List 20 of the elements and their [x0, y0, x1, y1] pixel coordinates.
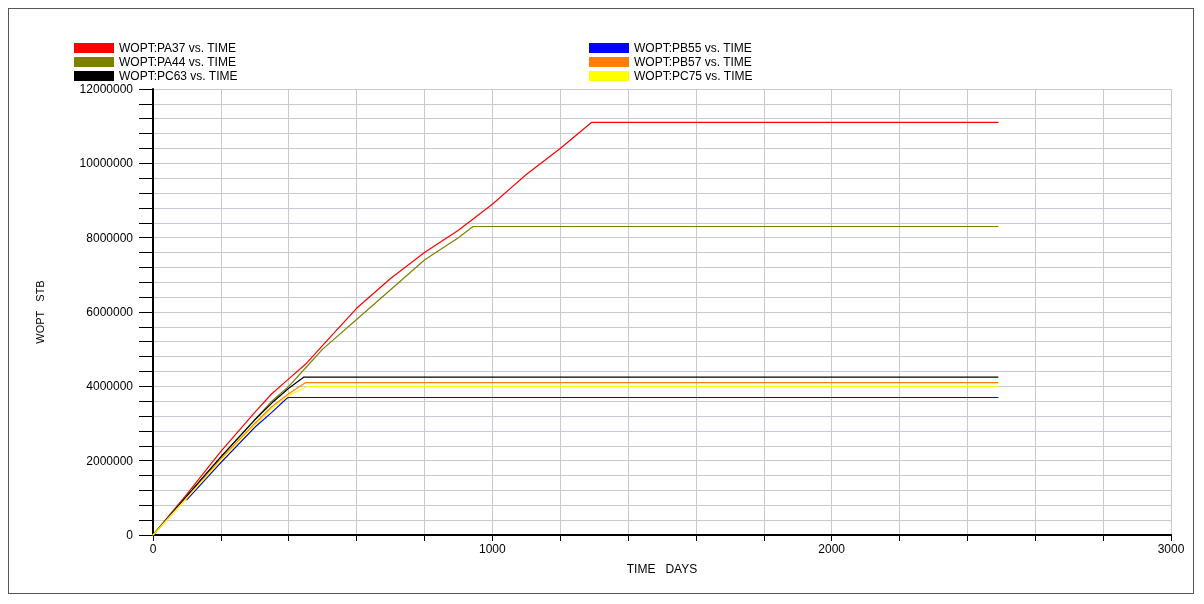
line-series: [186, 396, 999, 501]
legend-label: WOPT:PC63 vs. TIME: [119, 69, 238, 83]
y-tick-label: 8000000: [86, 230, 134, 245]
x-tick-label: 2000: [818, 542, 846, 556]
y-tick-label: 12000000: [79, 82, 134, 96]
x-axis-title: TIME DAYS: [626, 562, 698, 576]
y-tick-label: 0: [126, 528, 134, 542]
y-tick-label: 2000000: [86, 453, 134, 468]
legend-label: WOPT:PA37 vs. TIME: [119, 41, 236, 55]
y-tick-label: 6000000: [86, 305, 134, 319]
x-tick-label: 1000: [478, 542, 506, 556]
y-tick-label: 10000000: [79, 156, 134, 171]
legend-label: WOPT:PB55 vs. TIME: [634, 41, 752, 55]
y-axis-title: WOPT STB: [33, 280, 46, 344]
x-tick-label: 0: [149, 542, 157, 556]
legend-label: WOPT:PB57 vs. TIME: [634, 55, 752, 69]
legend-label: WOPT:PA44 vs. TIME: [119, 55, 236, 69]
y-tick-label: 4000000: [86, 379, 134, 394]
legend-label: WOPT:PC75 vs. TIME: [634, 69, 753, 83]
x-tick-label: 3000: [1157, 542, 1185, 556]
